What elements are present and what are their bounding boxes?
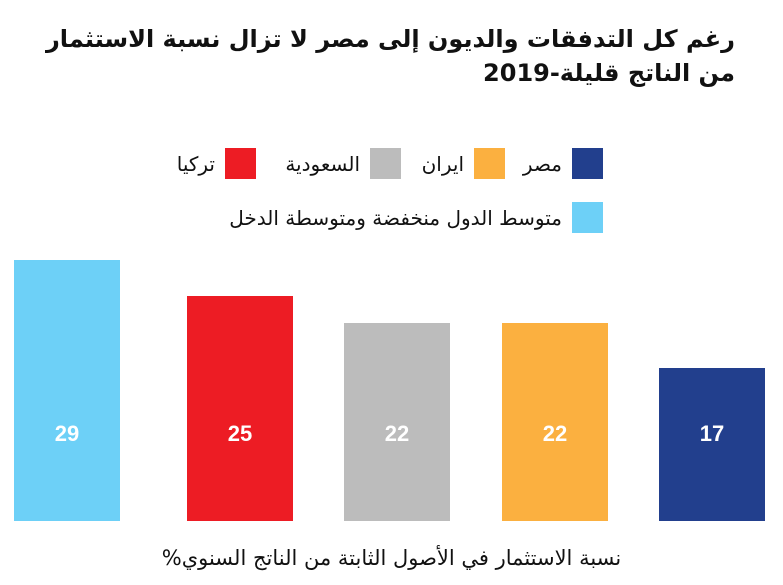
- legend-label-iran: ايران: [421, 151, 464, 176]
- bar-iran-value-label: 22: [543, 421, 567, 446]
- legend-label-egypt: مصر: [522, 151, 562, 176]
- bar-turkey: [187, 296, 293, 521]
- bar-lmic-average-value-label: 29: [55, 421, 79, 446]
- legend-swatch-iran: [474, 148, 505, 179]
- x-axis-label: نسبة الاستثمار في الأصول الثابتة من النا…: [161, 546, 622, 570]
- bar-turkey-value-label: 25: [228, 421, 252, 446]
- legend-swatch-lmic: [572, 202, 603, 233]
- legend-label-saudi: السعودية: [285, 151, 360, 176]
- bar-egypt-value-label: 17: [700, 421, 724, 446]
- legend-swatch-egypt: [572, 148, 603, 179]
- bar-lmic-average: [14, 260, 120, 521]
- bar-iran: [502, 323, 608, 521]
- legend-swatch-turkey: [225, 148, 256, 179]
- legend-swatch-saudi: [370, 148, 401, 179]
- chart-title: رغم كل التدفقات والديون إلى مصر لا تزال …: [45, 25, 735, 87]
- bar-saudi: [344, 323, 450, 521]
- bar-egypt: [659, 368, 765, 521]
- legend-item-turkey: تركيا: [177, 148, 256, 179]
- bar-saudi-value-label: 22: [385, 421, 409, 446]
- legend-item-saudi: السعودية: [285, 148, 401, 179]
- legend-label-turkey: تركيا: [176, 151, 215, 176]
- legend-item-egypt: مصر: [523, 148, 603, 179]
- legend-label-lmic: متوسط الدول منخفضة ومتوسطة الدخل: [229, 205, 562, 230]
- legend-item-iran: ايران: [422, 148, 505, 179]
- legend-item-lmic: متوسط الدول منخفضة ومتوسطة الدخل: [229, 202, 603, 233]
